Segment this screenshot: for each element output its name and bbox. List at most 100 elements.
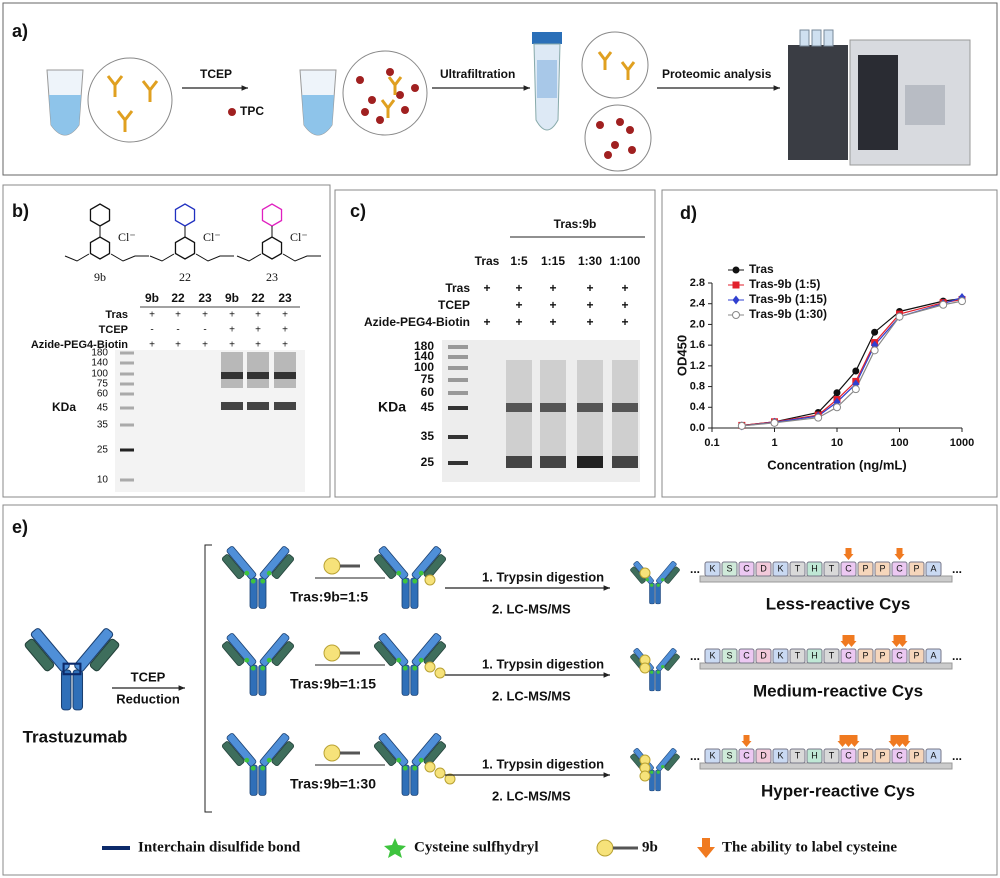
cysteine-star bbox=[650, 770, 654, 774]
label-arrow bbox=[894, 548, 905, 560]
residue-letter: K bbox=[709, 650, 715, 660]
centrifuge-cap bbox=[532, 32, 562, 44]
residue bbox=[823, 748, 840, 764]
ratio: Tras:9b=1:30 bbox=[290, 776, 376, 792]
heavy bbox=[378, 546, 409, 580]
row-mark: + bbox=[515, 315, 522, 329]
residue-letter: P bbox=[879, 650, 885, 660]
cysteine-star bbox=[260, 765, 266, 771]
residue bbox=[874, 748, 891, 764]
lane-label: 9b bbox=[145, 291, 159, 305]
band bbox=[506, 403, 532, 412]
chain bbox=[236, 253, 321, 262]
residue bbox=[925, 648, 942, 664]
x-tick-label: 100 bbox=[890, 437, 908, 449]
panel-d-frame bbox=[661, 189, 998, 498]
instrument bbox=[788, 45, 848, 160]
marker-label: 60 bbox=[421, 385, 435, 399]
residue bbox=[721, 748, 738, 764]
legend-marker bbox=[732, 281, 740, 289]
residue-letter: C bbox=[896, 650, 903, 660]
ladder-band bbox=[448, 435, 468, 439]
ring bbox=[174, 203, 196, 227]
residue bbox=[908, 648, 925, 664]
marker-label: 25 bbox=[421, 455, 435, 469]
instrument bbox=[905, 85, 945, 125]
antibody bbox=[373, 546, 447, 609]
cysteine-star bbox=[260, 578, 266, 584]
x-tick-label: 0.1 bbox=[704, 437, 719, 449]
residue bbox=[738, 748, 755, 764]
peptide-bar bbox=[699, 762, 953, 770]
light bbox=[664, 753, 680, 771]
tpc-dot bbox=[628, 146, 636, 154]
cysteine-star bbox=[661, 665, 665, 669]
legend-label: Tras bbox=[749, 262, 774, 276]
residue bbox=[772, 648, 789, 664]
residue-letter: K bbox=[777, 563, 783, 573]
row-mark: + bbox=[282, 325, 288, 336]
ellipsis: ... bbox=[952, 649, 962, 663]
zoom bbox=[87, 57, 173, 143]
chain bbox=[64, 253, 149, 262]
x-tick-label: 10 bbox=[831, 437, 843, 449]
ladder-band bbox=[448, 406, 468, 410]
instrument bbox=[858, 55, 898, 150]
residue-letter: K bbox=[709, 750, 715, 760]
x-axis-title: Concentration (ng/mL) bbox=[767, 457, 906, 472]
point bbox=[737, 421, 746, 430]
row-mark: + bbox=[175, 340, 181, 351]
ladder-band bbox=[448, 345, 468, 349]
arrow-head bbox=[603, 672, 610, 678]
chain bbox=[149, 253, 234, 262]
row-label: TCEP bbox=[438, 298, 470, 312]
arm bbox=[656, 648, 680, 672]
marker-label: 45 bbox=[97, 403, 109, 414]
row-label: Tras bbox=[105, 309, 128, 321]
residue bbox=[806, 648, 823, 664]
row-mark: + bbox=[149, 310, 155, 321]
analysis: 2. LC-MS/MS bbox=[492, 688, 571, 703]
arrow-head bbox=[523, 85, 530, 91]
lane-label: 23 bbox=[198, 291, 212, 305]
arrow-head bbox=[241, 85, 248, 91]
panel-label: e) bbox=[12, 517, 28, 537]
ellipsis: ... bbox=[690, 749, 700, 763]
tpc-dot bbox=[626, 126, 634, 134]
arrow-head bbox=[603, 772, 610, 778]
cysteine-star bbox=[396, 657, 402, 663]
antibody bbox=[630, 648, 680, 692]
residue bbox=[721, 648, 738, 664]
cysteine-star bbox=[656, 670, 660, 674]
marker-label: 10 bbox=[97, 475, 109, 486]
y-axis-title: OD450 bbox=[674, 335, 689, 376]
y-tick-label: 2.0 bbox=[690, 318, 705, 330]
residue-letter: K bbox=[777, 750, 783, 760]
y-tick-label: 2.8 bbox=[690, 277, 705, 289]
cysteine-star bbox=[396, 570, 402, 576]
residue-letter: T bbox=[829, 750, 835, 760]
heavy bbox=[226, 546, 257, 580]
legend-label: Tras-9b (1:15) bbox=[749, 292, 827, 306]
row-label: TCEP bbox=[99, 324, 128, 336]
residue bbox=[789, 748, 806, 764]
residue bbox=[755, 561, 772, 577]
tpc-dot bbox=[611, 141, 619, 149]
residue bbox=[857, 748, 874, 764]
step: Reduction bbox=[116, 691, 180, 706]
arm bbox=[259, 633, 295, 667]
legend-9b bbox=[596, 839, 614, 857]
legend-marker bbox=[732, 311, 740, 319]
tpc-dot bbox=[616, 118, 624, 126]
antibody-icon bbox=[387, 76, 403, 95]
counter-ion: Cl⁻ bbox=[203, 230, 221, 244]
gel bbox=[115, 350, 305, 492]
residue-letter: A bbox=[930, 750, 936, 760]
heavy bbox=[259, 733, 290, 767]
legend-marker bbox=[732, 266, 740, 274]
marker-label: 25 bbox=[97, 445, 109, 456]
cysteine-star bbox=[266, 570, 272, 576]
label-arrow bbox=[840, 635, 851, 647]
light bbox=[221, 554, 245, 580]
ladder-band bbox=[448, 461, 468, 465]
